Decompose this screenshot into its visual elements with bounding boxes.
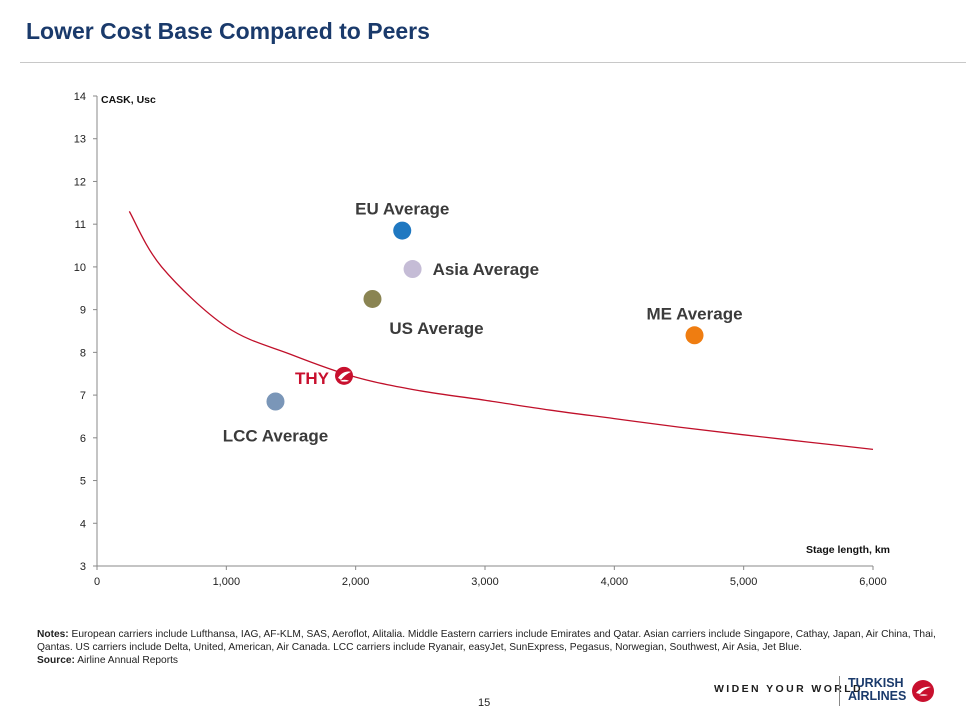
source-text: Airline Annual Reports [74, 655, 179, 666]
page-title: Lower Cost Base Compared to Peers [26, 18, 430, 44]
y-tick-label: 11 [75, 219, 86, 231]
x-tick-label: 6,000 [859, 576, 887, 588]
y-tick-label: 13 [74, 134, 86, 146]
point-label-me-average: ME Average [646, 304, 742, 323]
point-label-us-average: US Average [389, 319, 483, 338]
x-tick-label: 3,000 [471, 576, 499, 588]
source-label: Source: [37, 655, 75, 666]
page-number: 15 [478, 697, 491, 709]
y-tick-label: 14 [74, 91, 86, 103]
brand-line-1: TURKISH [848, 676, 904, 690]
point-lcc-average [266, 392, 285, 411]
y-tick-label: 3 [80, 561, 86, 573]
y-tick-label: 7 [80, 390, 86, 402]
trend-line [128, 211, 874, 451]
brand-logo: TURKISH AIRLINES [848, 677, 966, 707]
x-tick-label: 2,000 [342, 576, 370, 588]
point-label-thy: THY [295, 369, 330, 388]
y-tick-label: 5 [80, 476, 86, 488]
point-label-eu-average: EU Average [355, 200, 449, 219]
footer-divider [839, 676, 840, 706]
y-tick-label: 8 [80, 347, 86, 359]
title-divider [20, 62, 966, 63]
y-tick-label: 9 [80, 305, 86, 317]
y-tick-label: 4 [80, 518, 86, 530]
y-axis-label: CASK, Usc [101, 94, 156, 106]
y-tick-label: 10 [74, 262, 86, 274]
point-asia-average [403, 260, 422, 279]
x-tick-label: 4,000 [601, 576, 629, 588]
point-label-asia-average: Asia Average [433, 260, 539, 279]
x-tick-label: 1,000 [213, 576, 241, 588]
chart-points: EU Average Asia Average US Average ME Avera… [223, 200, 743, 446]
notes-label: Notes: [37, 629, 69, 640]
point-us-average [363, 289, 382, 308]
x-axis-label: Stage length, km [806, 544, 890, 556]
chart-axes: 3 4 5 6 7 8 9 10 11 12 13 14 0 1,000 2,000 3,000 4,000 5,… [74, 91, 887, 588]
footer-slogan: WIDEN YOUR WORLD [714, 683, 864, 695]
thy-logo-swoosh-icon [340, 379, 350, 382]
brand-line-2: AIRLINES [848, 689, 907, 703]
point-eu-average [393, 221, 412, 240]
point-me-average [685, 326, 704, 345]
x-tick-label: 5,000 [730, 576, 758, 588]
x-tick-label: 0 [94, 576, 100, 588]
turkish-airlines-bird-icon [912, 680, 934, 702]
notes-text: European carriers include Lufthansa, IAG… [37, 629, 936, 653]
y-tick-label: 12 [74, 176, 86, 188]
y-tick-label: 6 [80, 433, 86, 445]
notes: Notes: European carriers include Lufthan… [37, 628, 937, 667]
cask-scatter-chart: 3 4 5 6 7 8 9 10 11 12 13 14 0 1,000 2,000 3,000 4,000 5,… [74, 91, 890, 588]
point-label-lcc-average: LCC Average [223, 427, 329, 446]
thy-logo-bird-icon [338, 371, 352, 380]
